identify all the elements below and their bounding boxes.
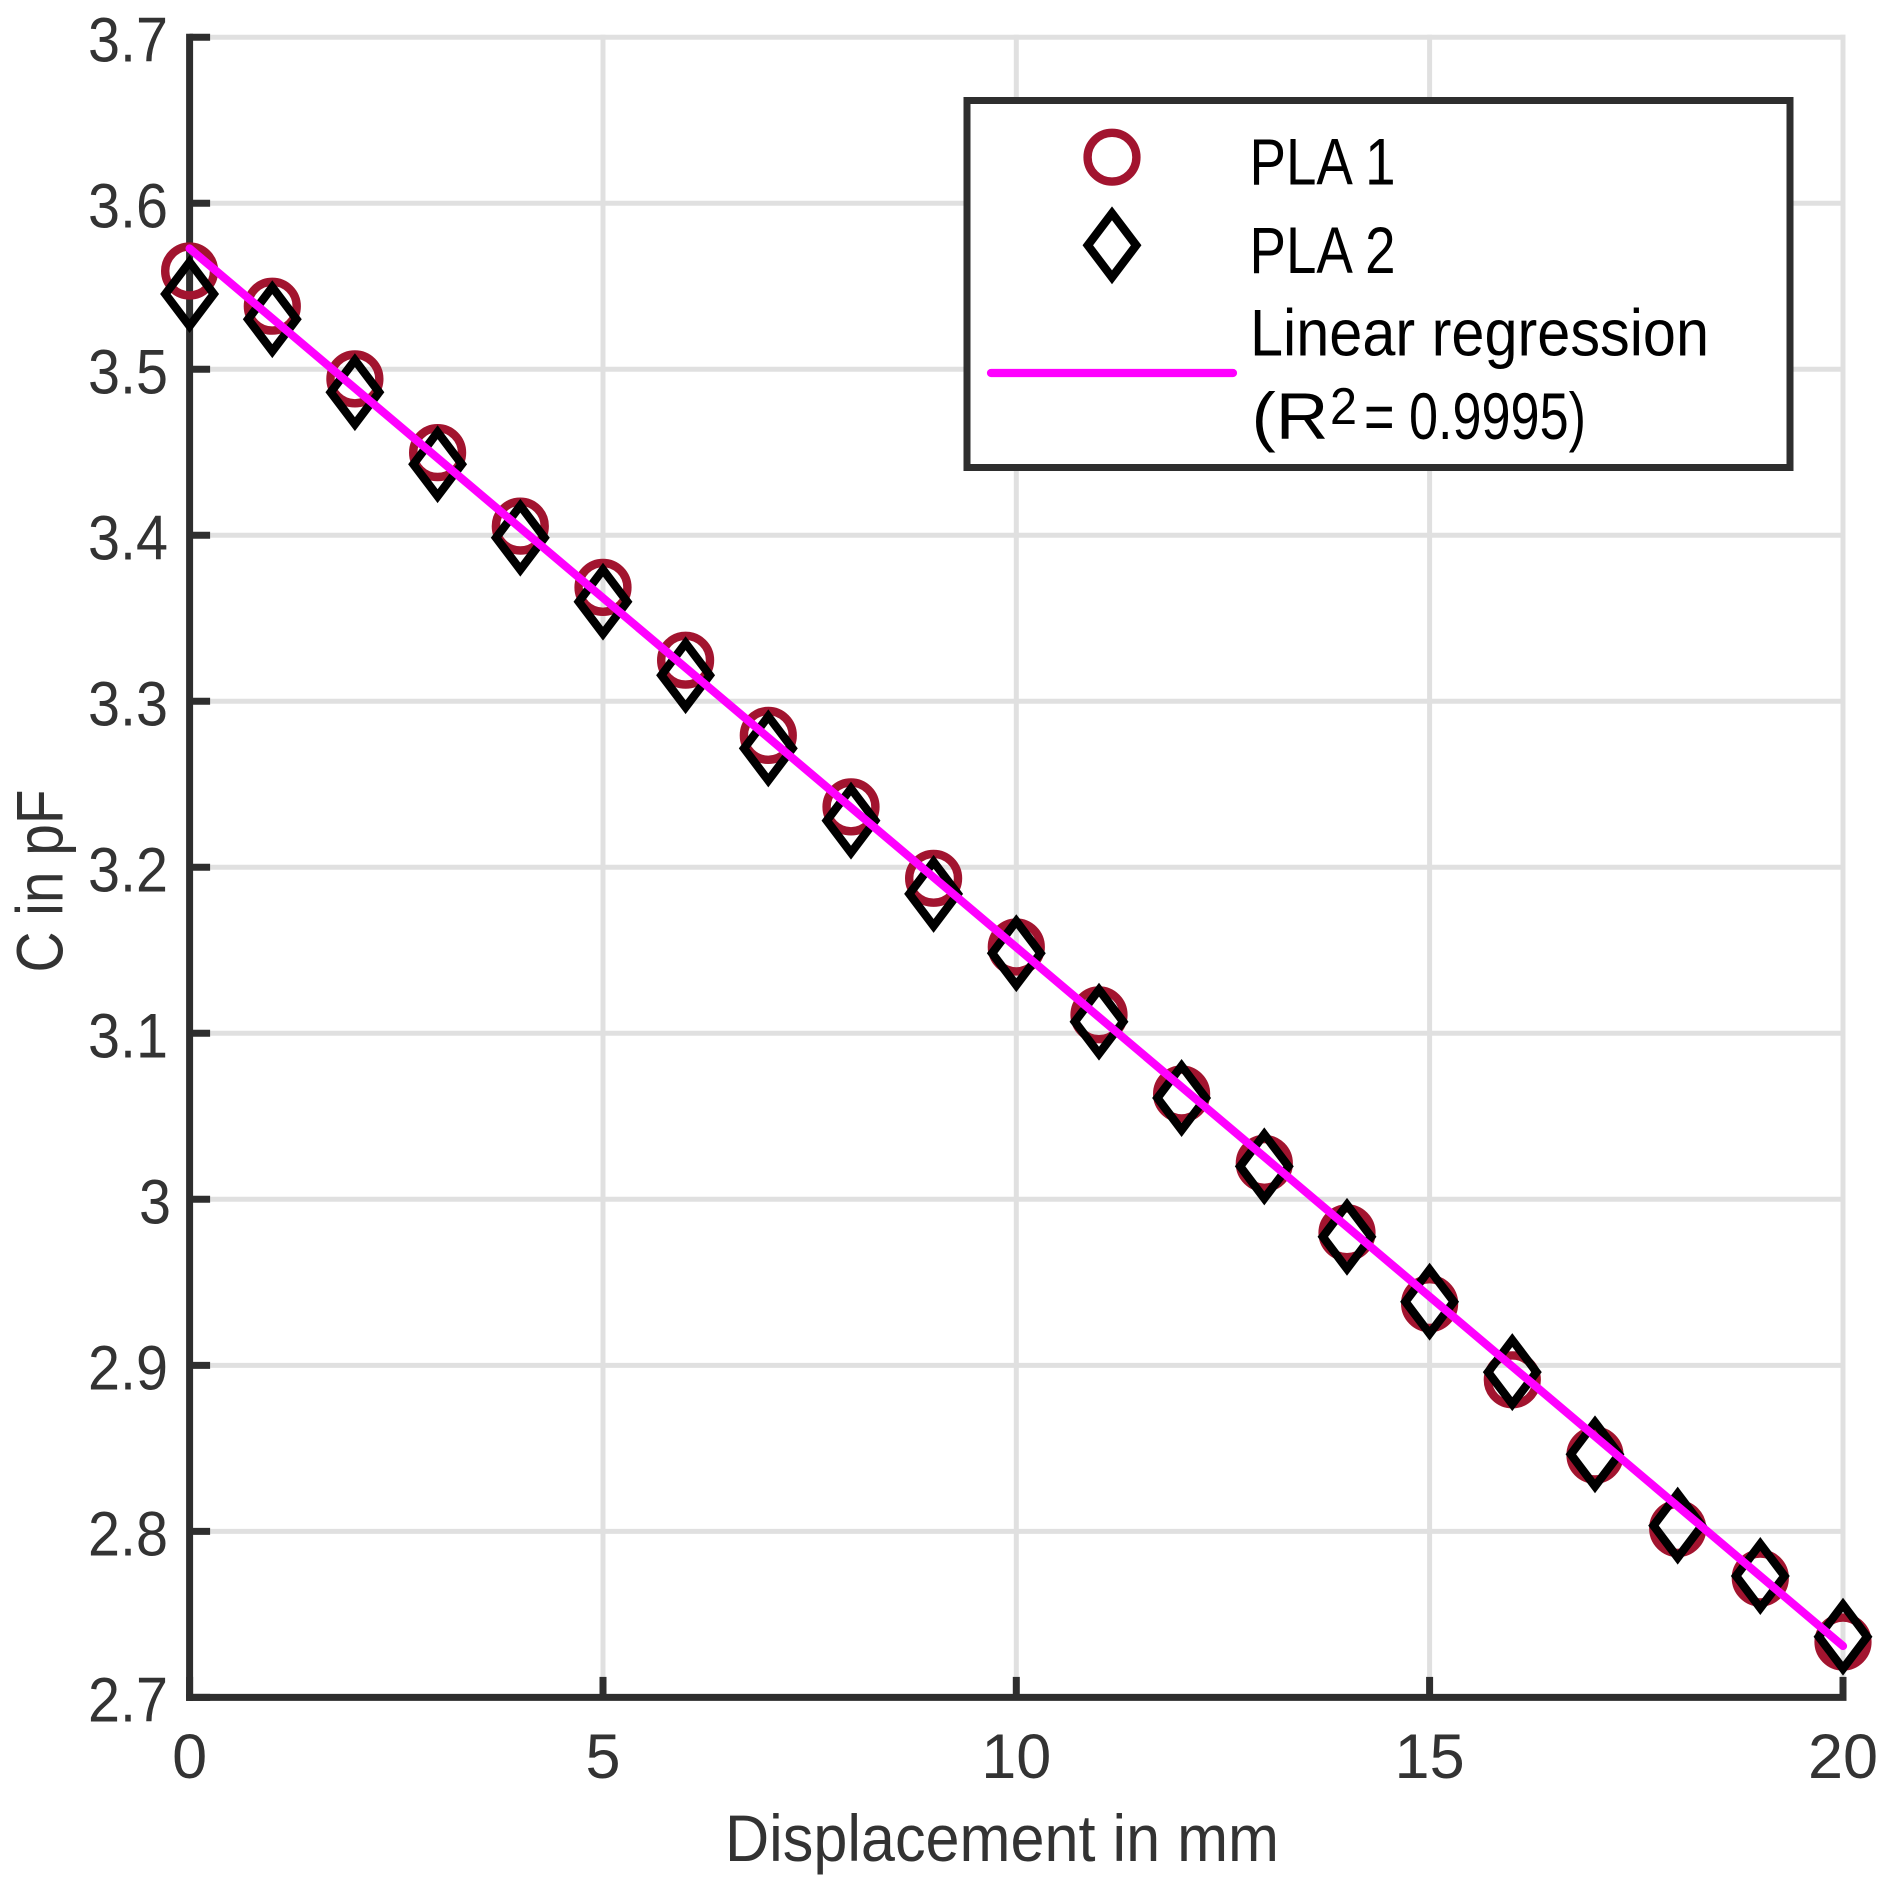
svg-text:2.9: 2.9 bbox=[88, 1334, 168, 1404]
svg-text:15: 15 bbox=[1395, 1722, 1465, 1792]
svg-text:(R: (R bbox=[1252, 379, 1329, 453]
svg-text:3.5: 3.5 bbox=[88, 338, 168, 408]
svg-text:10: 10 bbox=[981, 1722, 1051, 1792]
svg-text:2: 2 bbox=[1330, 378, 1357, 436]
svg-text:3.1: 3.1 bbox=[88, 1002, 168, 1072]
svg-text:5: 5 bbox=[585, 1722, 620, 1792]
svg-text:2.8: 2.8 bbox=[88, 1500, 168, 1570]
svg-text:0: 0 bbox=[172, 1722, 207, 1792]
svg-text:3.4: 3.4 bbox=[88, 504, 168, 574]
svg-text:3.6: 3.6 bbox=[88, 172, 168, 242]
svg-text:C in pF: C in pF bbox=[2, 790, 76, 973]
svg-text:3.2: 3.2 bbox=[88, 836, 168, 906]
svg-text:3.7: 3.7 bbox=[88, 6, 168, 76]
svg-text:3: 3 bbox=[139, 1168, 171, 1238]
svg-text:Displacement in mm: Displacement in mm bbox=[725, 1801, 1279, 1875]
svg-text:Linear regression: Linear regression bbox=[1250, 296, 1709, 370]
svg-text:PLA 2: PLA 2 bbox=[1250, 213, 1396, 287]
svg-text:= 0.9995): = 0.9995) bbox=[1364, 379, 1586, 453]
svg-text:2.7: 2.7 bbox=[88, 1666, 168, 1736]
svg-text:3.3: 3.3 bbox=[88, 670, 168, 740]
svg-text:PLA 1: PLA 1 bbox=[1250, 125, 1396, 199]
svg-text:20: 20 bbox=[1808, 1722, 1878, 1792]
